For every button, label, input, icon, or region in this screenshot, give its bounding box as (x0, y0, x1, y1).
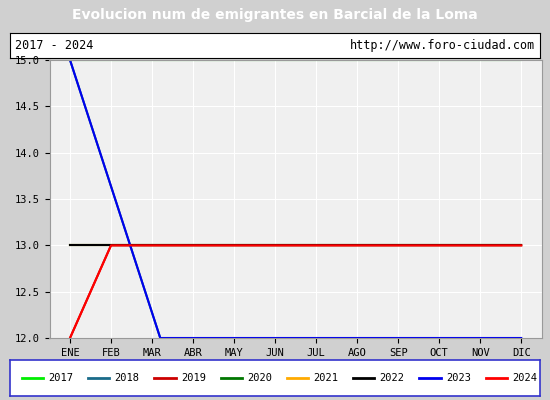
Text: 2023: 2023 (446, 373, 471, 383)
Text: 2020: 2020 (247, 373, 272, 383)
Text: Evolucion num de emigrantes en Barcial de la Loma: Evolucion num de emigrantes en Barcial d… (72, 8, 478, 22)
Text: 2019: 2019 (181, 373, 206, 383)
Text: 2024: 2024 (512, 373, 537, 383)
Text: 2018: 2018 (114, 373, 140, 383)
Text: 2021: 2021 (314, 373, 338, 383)
Text: 2017: 2017 (48, 373, 73, 383)
Text: 2022: 2022 (379, 373, 405, 383)
Text: http://www.foro-ciudad.com: http://www.foro-ciudad.com (350, 39, 535, 52)
Text: 2017 - 2024: 2017 - 2024 (15, 39, 94, 52)
